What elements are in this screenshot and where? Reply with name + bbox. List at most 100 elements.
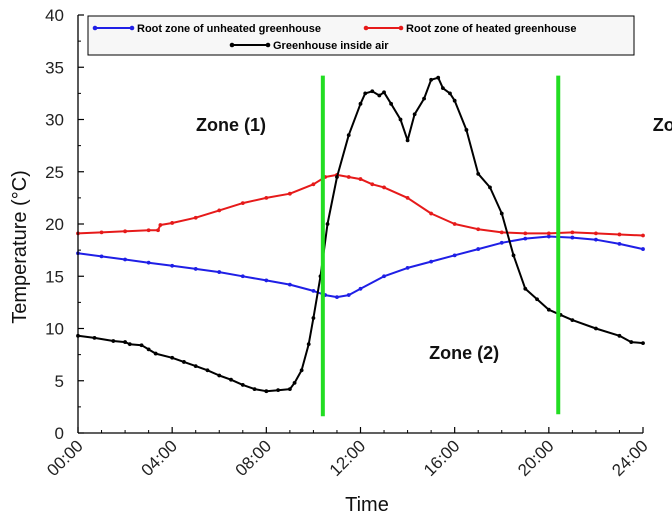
y-tick-label: 35 (45, 58, 64, 77)
x-axis-title: Time (345, 494, 389, 516)
legend-box (87, 15, 635, 56)
legend-marker (129, 25, 135, 31)
data-point (523, 236, 528, 241)
data-point (205, 368, 210, 373)
data-point (276, 388, 281, 393)
data-point (436, 75, 441, 80)
data-point (594, 231, 598, 236)
data-point (641, 233, 645, 238)
legend-label: Root zone of heated greenhouse (406, 23, 577, 35)
data-point (617, 232, 622, 237)
data-point (546, 234, 551, 239)
zone-label: Zone (2) (429, 343, 499, 363)
data-point (240, 274, 245, 279)
data-point (370, 89, 375, 94)
data-point (398, 117, 403, 122)
data-point (335, 295, 339, 300)
y-axis-title: Temperature (°C) (9, 170, 31, 324)
legend-marker (229, 42, 235, 48)
y-tick-label: 15 (45, 267, 64, 286)
data-point (158, 223, 163, 227)
data-point (412, 112, 417, 117)
data-point (111, 339, 116, 343)
data-point (382, 274, 386, 279)
y-tick-label: 25 (45, 163, 64, 182)
data-point (358, 101, 363, 106)
data-point (92, 336, 97, 340)
data-point (452, 253, 457, 258)
data-point (617, 333, 622, 338)
data-point (346, 133, 351, 138)
data-point (440, 86, 445, 91)
data-point (358, 177, 363, 181)
data-point (240, 201, 245, 206)
data-point (523, 286, 528, 291)
data-point (335, 175, 339, 179)
legend-entry: Root zone of heated greenhouse (363, 23, 577, 35)
data-point (153, 351, 158, 356)
data-point (325, 222, 330, 226)
data-point (641, 247, 645, 251)
data-point (193, 267, 198, 271)
data-point (299, 368, 304, 373)
data-point (287, 387, 292, 392)
data-point (99, 254, 104, 259)
data-point (264, 278, 269, 283)
data-point (217, 373, 222, 378)
series-1 (76, 234, 645, 300)
data-point (229, 377, 233, 382)
data-point (358, 286, 363, 291)
data-point (546, 307, 551, 312)
data-point (127, 342, 132, 347)
data-point (511, 253, 516, 258)
data-point (429, 77, 434, 82)
legend-entry: Root zone of unheated greenhouse (92, 23, 321, 35)
y-tick-label: 5 (55, 372, 64, 391)
data-point (452, 222, 457, 226)
zone-label: Zone (1) (196, 115, 266, 135)
data-point (405, 265, 410, 270)
data-point (146, 347, 151, 352)
data-point (156, 228, 160, 233)
data-point (170, 221, 175, 225)
data-point (499, 211, 504, 216)
data-point (464, 128, 469, 132)
data-point (523, 231, 528, 236)
data-point (123, 340, 127, 344)
data-point (452, 98, 457, 103)
data-point (240, 383, 245, 387)
data-point (488, 185, 492, 190)
data-point (476, 247, 481, 251)
zone-annotation-layer: Zone (1) Zone (2) Zone (1) (196, 115, 672, 363)
data-point (252, 387, 257, 392)
data-point (193, 215, 198, 220)
legend-marker (363, 25, 369, 31)
data-point (311, 182, 316, 187)
zone-label: Zone (1) (653, 115, 672, 135)
data-point (422, 96, 426, 101)
data-point (217, 208, 222, 213)
data-point (382, 185, 386, 190)
data-point (311, 316, 316, 320)
data-point (570, 230, 575, 235)
data-point (535, 297, 539, 302)
series-2 (76, 172, 645, 238)
data-point (405, 138, 410, 143)
data-point (193, 364, 198, 369)
data-point (382, 90, 386, 95)
data-point (629, 340, 634, 344)
data-point (287, 191, 292, 196)
data-point (264, 389, 269, 394)
data-point (123, 257, 127, 262)
y-tick-label: 10 (45, 320, 64, 339)
data-point (287, 282, 292, 287)
data-point (170, 263, 175, 268)
data-point (476, 171, 481, 176)
data-point (264, 195, 269, 200)
data-point (170, 355, 175, 360)
data-point (346, 293, 351, 297)
y-tick-label: 20 (45, 215, 64, 234)
